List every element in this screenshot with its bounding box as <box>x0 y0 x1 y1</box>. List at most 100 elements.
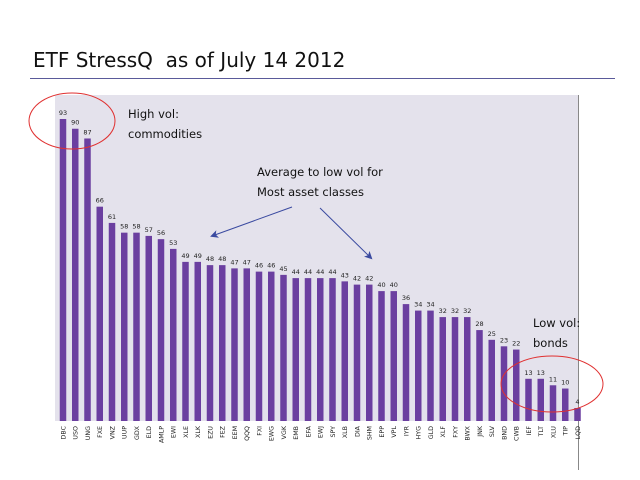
data-label-gld: 34 <box>426 301 434 309</box>
data-label-ezu: 48 <box>206 255 214 263</box>
tick-label-jnk: JNK <box>477 425 484 438</box>
bar-ung <box>84 138 91 422</box>
data-label-fxi: 46 <box>255 262 263 270</box>
data-label-xlu: 11 <box>549 375 557 383</box>
bar-vpl <box>390 291 397 421</box>
tick-label-iyr: IYR <box>403 425 410 436</box>
tick-label-qqq: QQQ <box>244 426 251 441</box>
tick-label-gld: GLD <box>428 426 435 439</box>
bar-fez <box>219 265 226 421</box>
high-vol-line-2: commodities <box>128 127 203 141</box>
bar-lqd <box>574 408 581 421</box>
low-vol-circle <box>500 355 604 413</box>
data-label-ewi: 53 <box>169 239 177 247</box>
tick-label-ezu: EZU <box>207 426 214 439</box>
title-divider <box>30 78 615 79</box>
bar-hyg <box>415 310 422 421</box>
data-label-slv: 25 <box>488 330 496 338</box>
data-label-fxy: 32 <box>451 307 459 315</box>
bar-vnz <box>108 222 116 421</box>
data-label-xlb: 43 <box>341 271 349 279</box>
bar-ief <box>525 378 532 421</box>
bar-uso <box>72 128 79 422</box>
tick-label-slv: SLV <box>489 425 496 437</box>
arrow-left-icon <box>210 206 293 238</box>
bar-eld <box>145 235 152 421</box>
data-label-cwb: 22 <box>512 340 520 348</box>
slide-title: ETF StressQ as of July 14 2012 <box>33 48 346 72</box>
tick-label-fez: FEZ <box>220 425 227 438</box>
tick-label-ewg: EWG <box>269 426 276 441</box>
data-label-amlp: 56 <box>157 229 165 237</box>
tick-label-uso: USO <box>73 426 80 440</box>
bar-vgk <box>280 274 287 421</box>
bar-ewi <box>170 248 177 421</box>
tick-label-fxy: FXY <box>452 426 459 438</box>
data-label-iyr: 36 <box>402 294 410 302</box>
data-label-spy: 44 <box>328 268 336 276</box>
low-vol-line-1: Low vol: <box>533 316 581 330</box>
bar-xlf <box>439 317 446 421</box>
tick-label-ief: IEF <box>526 426 533 436</box>
tick-label-gdx: GDX <box>134 425 141 440</box>
bar-jnk <box>476 330 483 421</box>
data-label-qqq: 47 <box>243 258 251 266</box>
tick-label-shm: SHM <box>367 426 374 440</box>
tick-labels-group: DBC USO UNG FXE VNZ UUP GDX ELD AMLP EWI XLE XLK EZU… <box>60 425 581 443</box>
tick-label-eem: EEM <box>232 426 239 439</box>
data-label-fez: 48 <box>218 255 226 263</box>
bar-emb <box>292 278 299 421</box>
tick-label-fxe: FXE <box>97 426 104 438</box>
tick-label-cwb: CWB <box>514 426 521 441</box>
data-label-tip: 10 <box>561 379 569 387</box>
bar-fxe <box>96 206 103 421</box>
tick-label-spy: SPY <box>330 426 337 438</box>
tick-label-xlk: XLK <box>195 425 202 438</box>
data-label-bwx: 32 <box>463 307 471 315</box>
bar-bnd <box>500 346 508 421</box>
data-label-eld: 57 <box>145 226 153 234</box>
tick-label-xlb: XLB <box>342 426 349 438</box>
tick-label-uup: UUP <box>122 426 129 439</box>
data-label-ief: 13 <box>524 369 532 377</box>
bar-fxi <box>255 271 263 421</box>
mid-vol-line-2: Most asset classes <box>257 185 364 199</box>
bar-gld <box>427 310 434 421</box>
bar-shm <box>366 284 373 421</box>
bar-bwx <box>464 317 471 421</box>
bar-dbc <box>59 119 67 421</box>
bar-qqq <box>243 268 250 421</box>
tick-label-emb: EMB <box>293 426 300 440</box>
tick-label-dia: DIA <box>354 425 361 437</box>
bar-amlp <box>157 239 165 421</box>
bar-eem <box>231 268 238 421</box>
arrow-right-icon <box>319 207 373 260</box>
tick-label-tlt: TLT <box>538 426 545 437</box>
data-label-xlf: 32 <box>439 307 447 315</box>
data-label-fxe: 66 <box>96 197 104 205</box>
bar-fxy <box>451 317 459 421</box>
data-label-emb: 44 <box>292 268 300 276</box>
high-vol-circle <box>28 92 116 150</box>
bars-group <box>59 119 581 422</box>
bar-epp <box>378 291 385 421</box>
low-vol-annotation: Low vol: bonds <box>533 313 580 353</box>
data-label-ewg: 46 <box>267 262 275 270</box>
bar-cwb <box>513 349 520 421</box>
tick-label-efa: EFA <box>305 425 312 437</box>
bar-ezu <box>206 265 214 421</box>
bar-xlk <box>194 261 201 421</box>
data-label-tlt: 13 <box>537 369 545 377</box>
bar-ewj <box>317 278 324 421</box>
tick-label-vpl: VPL <box>391 426 398 438</box>
tick-label-bnd: BND <box>501 426 508 440</box>
bar-efa <box>304 278 312 421</box>
annotation-shapes <box>28 92 604 413</box>
tick-label-xlf: XLF <box>440 426 447 438</box>
data-label-eem: 47 <box>230 258 238 266</box>
bar-xlu <box>549 385 557 421</box>
bar-xle <box>182 261 189 421</box>
bar-tip <box>562 388 569 421</box>
